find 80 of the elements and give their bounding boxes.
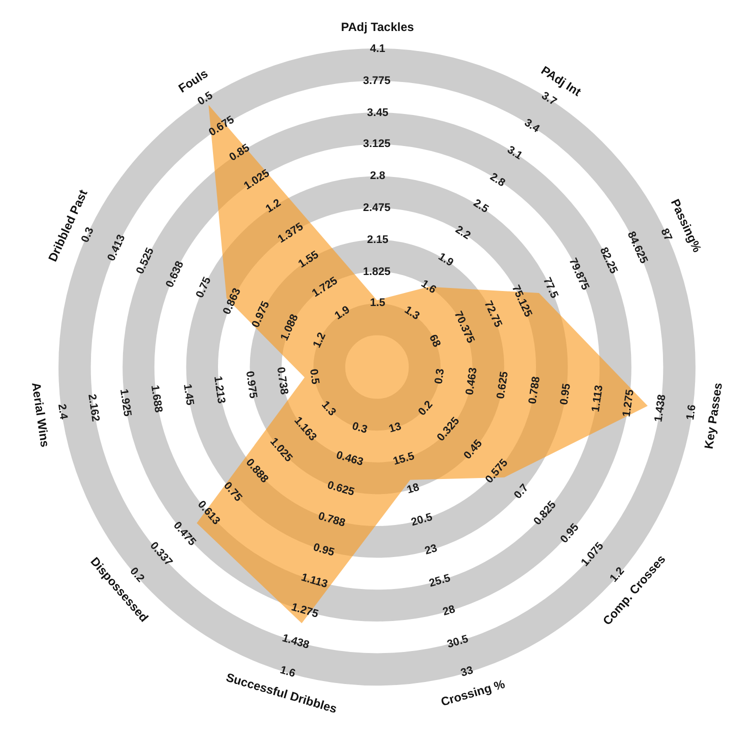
text: 0.788 [526,376,543,405]
text: 2.2 [453,224,473,242]
text: 2.162 [86,393,102,422]
text: 2.8 [370,170,386,182]
text: 1.2 [608,565,627,585]
text: 0.463 [334,449,365,469]
text: 0.3 [79,226,96,244]
text: 1.55 [296,248,321,271]
text: 1.688 [148,384,164,414]
text: 2.8 [488,170,508,190]
text: 72.75 [482,299,504,330]
text: 33 [460,664,475,680]
text: 0.863 [220,286,244,317]
text: 2.4 [55,403,70,421]
text: 68 [426,332,443,350]
text: 3.45 [367,107,388,119]
text: 0.975 [250,300,272,330]
text: 28 [442,603,457,618]
text: 2.5 [471,197,491,216]
text: 15.5 [392,450,416,468]
text: 18 [406,481,421,496]
text: 30.5 [446,633,470,651]
text: 3.7 [539,90,559,108]
text: 3.125 [363,138,391,150]
text: 0.5 [307,368,322,386]
text: 20.5 [410,511,434,529]
text: 0.85 [227,142,252,164]
text: 1.5 [370,297,386,309]
text: 0.975 [243,370,260,400]
text: 1.45 [180,383,196,406]
text: 0.413 [105,232,128,263]
text: 23 [424,542,439,558]
text: 0.625 [326,479,356,499]
spoke-label: Aerial Wins [28,382,52,448]
text: 1.3 [402,304,422,322]
text: 3.775 [363,75,391,87]
text: 0.7 [512,482,532,502]
text: 0.75 [194,275,214,300]
text: 1.113 [300,571,329,591]
text: 1.3 [318,398,338,418]
text: 2.15 [367,234,388,246]
text: 1.113 [590,384,606,413]
text: 0.3 [432,368,447,385]
text: 0.2 [416,398,436,418]
text: 82.25 [597,246,620,276]
text: 0.95 [558,382,574,406]
spoke-label: Crossing % [439,676,507,709]
text: 1.925 [117,388,134,418]
text: 1.6 [684,404,699,421]
text: 1.213 [211,375,228,404]
spoke-label: PAdj Tackles [341,20,414,34]
text: 0.788 [316,510,347,530]
text: 0.5 [196,90,215,108]
text: 1.9 [436,250,456,270]
text: 87 [658,226,674,243]
text: 0.525 [134,246,157,276]
spoke-label: Key Passes [702,381,726,450]
text: 1.6 [418,278,438,296]
text: 0.3 [350,420,369,436]
text: 77.5 [540,276,560,300]
text: 0.463 [464,366,480,396]
text: 1.438 [280,632,311,652]
text: 4.1 [370,43,386,55]
text: 2.475 [363,202,391,214]
text: 1.275 [620,388,636,418]
text: 0.625 [494,370,511,400]
text: 1.2 [264,197,284,216]
text: 0.95 [312,541,336,559]
text: 1.9 [332,304,352,322]
text: 1.088 [278,312,301,343]
text: 3.4 [522,116,542,136]
text: 1.2 [311,330,328,350]
text: 1.275 [290,601,320,620]
text: 0.638 [164,259,186,290]
text: 13 [388,420,403,436]
text: 1.438 [652,394,668,423]
text: 1.825 [363,266,391,278]
text: 3.1 [504,144,524,162]
text: 0.738 [274,366,290,396]
text: 25.5 [428,572,452,590]
